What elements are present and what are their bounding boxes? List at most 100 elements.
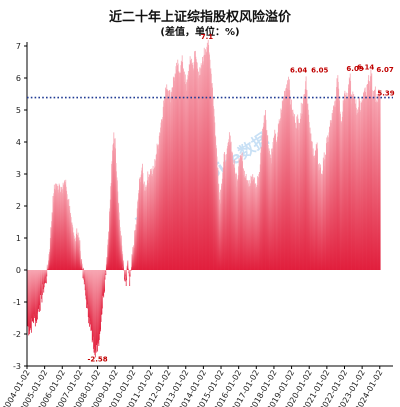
- bar: [166, 90, 168, 271]
- bar: [75, 233, 77, 270]
- bar: [158, 135, 160, 270]
- bar: [266, 129, 268, 270]
- bar: [168, 98, 170, 270]
- bar: [220, 189, 221, 270]
- bar: [155, 154, 157, 270]
- bar: [308, 114, 310, 271]
- bar: [231, 154, 232, 270]
- bar: [232, 160, 234, 270]
- bar: [374, 86, 376, 270]
- bar: [150, 175, 152, 270]
- bar: [61, 189, 63, 270]
- bar: [302, 105, 304, 270]
- bar: [133, 247, 135, 270]
- bar: [226, 148, 228, 270]
- bar: [127, 260, 129, 270]
- bar: [359, 111, 361, 270]
- data-annotation: -2.58: [87, 356, 107, 364]
- bar: [80, 261, 82, 270]
- bar: [90, 270, 91, 325]
- bar: [117, 191, 119, 270]
- bar: [274, 134, 276, 270]
- bar: [53, 202, 54, 270]
- bar: [53, 193, 55, 270]
- bar: [166, 84, 168, 271]
- bar: [258, 174, 260, 270]
- bar: [145, 186, 146, 270]
- bar: [375, 102, 377, 270]
- bar: [89, 270, 91, 322]
- bar: [201, 65, 203, 270]
- bar: [187, 74, 189, 270]
- bar: [115, 148, 116, 270]
- bar: [123, 260, 124, 270]
- bar: [377, 103, 378, 270]
- bar: [239, 155, 241, 270]
- bar: [36, 270, 38, 324]
- bar: [264, 123, 266, 270]
- bar: [165, 89, 167, 271]
- bar: [185, 90, 187, 270]
- bar: [228, 139, 230, 270]
- bar: [355, 99, 357, 270]
- bar: [186, 79, 188, 270]
- bar: [269, 154, 271, 270]
- bar: [263, 115, 265, 271]
- bar: [118, 202, 120, 270]
- bar: [147, 176, 149, 270]
- bar: [337, 75, 339, 271]
- bar: [203, 55, 205, 270]
- bar: [250, 175, 252, 270]
- bar: [222, 172, 224, 270]
- bar: [47, 268, 49, 270]
- bar: [41, 270, 43, 303]
- bar: [222, 167, 224, 270]
- bar: [317, 148, 318, 270]
- bar: [88, 270, 90, 324]
- bar: [195, 50, 196, 270]
- bar: [191, 63, 193, 270]
- bar: [259, 172, 261, 270]
- bar: [51, 221, 53, 270]
- bar: [286, 84, 288, 271]
- bar: [233, 164, 235, 270]
- bar: [243, 168, 244, 270]
- bar: [128, 270, 130, 274]
- bar: [332, 116, 333, 271]
- bar: [124, 270, 126, 282]
- bar: [48, 254, 50, 270]
- bar: [304, 89, 306, 270]
- bar: [176, 62, 177, 270]
- bar: [234, 167, 236, 270]
- bar: [172, 87, 174, 270]
- bar: [212, 97, 214, 270]
- bar: [351, 94, 352, 271]
- bar: [108, 231, 109, 270]
- bar: [197, 75, 199, 270]
- bar: [147, 171, 149, 270]
- bar: [284, 95, 286, 271]
- bar: [378, 89, 380, 270]
- bar: [320, 164, 322, 270]
- bar: [106, 257, 108, 270]
- bar: [256, 185, 258, 270]
- bar: [195, 56, 197, 271]
- data-annotation: 6.14: [357, 64, 374, 72]
- bar: [376, 94, 378, 270]
- bar: [55, 183, 57, 270]
- bar: [367, 80, 369, 270]
- bar: [71, 228, 72, 270]
- bar: [358, 107, 359, 270]
- bar: [149, 177, 151, 270]
- bar: [94, 270, 96, 358]
- bar: [134, 234, 136, 270]
- bar: [331, 122, 333, 271]
- bar: [340, 122, 342, 270]
- bar: [248, 180, 250, 270]
- bar: [290, 104, 292, 271]
- bar: [227, 146, 228, 270]
- bar: [47, 269, 49, 270]
- bar: [189, 65, 191, 270]
- bar: [340, 121, 342, 270]
- bar: [164, 98, 165, 270]
